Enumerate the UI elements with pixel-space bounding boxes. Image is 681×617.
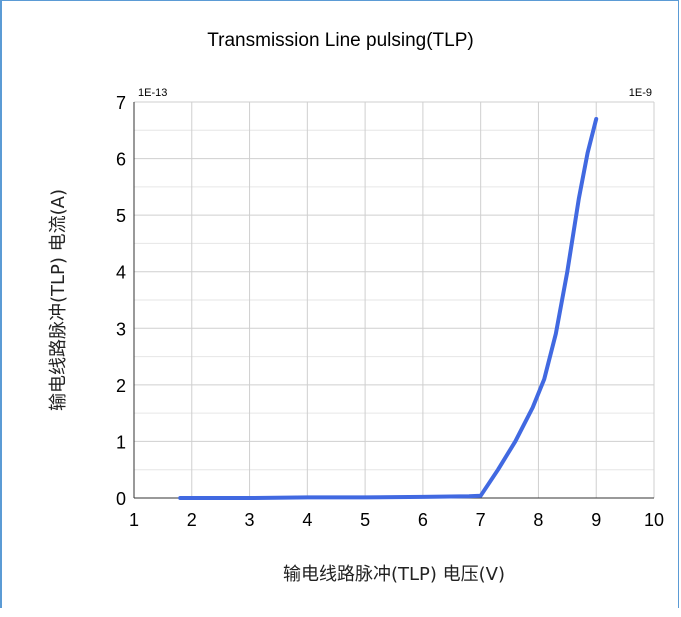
x-tick-label: 7 xyxy=(476,510,486,530)
series-lines xyxy=(178,117,599,500)
x-tick-label: 2 xyxy=(187,510,197,530)
x-tick-label: 6 xyxy=(418,510,428,530)
grid xyxy=(133,101,655,499)
x-axis-label: 输电线路脉冲(TLP) 电压(V) xyxy=(283,564,505,585)
chart-title: Transmission Line pulsing(TLP) xyxy=(207,30,474,51)
x-tick-label: 5 xyxy=(360,510,370,530)
y-tick-label: 4 xyxy=(116,263,126,283)
x-tick-label: 8 xyxy=(533,510,543,530)
x-tick-label: 1 xyxy=(129,510,139,530)
y-tick-label: 6 xyxy=(116,150,126,170)
x-axis-multiplier: 1E-9 xyxy=(629,87,652,99)
y-tick-label: 1 xyxy=(116,432,126,452)
x-tick-label: 4 xyxy=(302,510,312,530)
series-line xyxy=(178,117,599,500)
y-axis-multiplier: 1E-13 xyxy=(138,87,167,99)
frame-bottom-gap xyxy=(0,608,681,617)
y-tick-label: 0 xyxy=(116,489,126,509)
y-axis-label: 输电线路脉冲(TLP) 电流(A) xyxy=(48,189,69,411)
x-tick-label: 9 xyxy=(591,510,601,530)
y-tick-label: 2 xyxy=(116,376,126,396)
y-tick-label: 7 xyxy=(116,93,126,113)
x-tick-label: 3 xyxy=(245,510,255,530)
y-tick-label: 5 xyxy=(116,206,126,226)
y-tick-label: 3 xyxy=(116,319,126,339)
x-tick-label: 10 xyxy=(644,510,664,530)
